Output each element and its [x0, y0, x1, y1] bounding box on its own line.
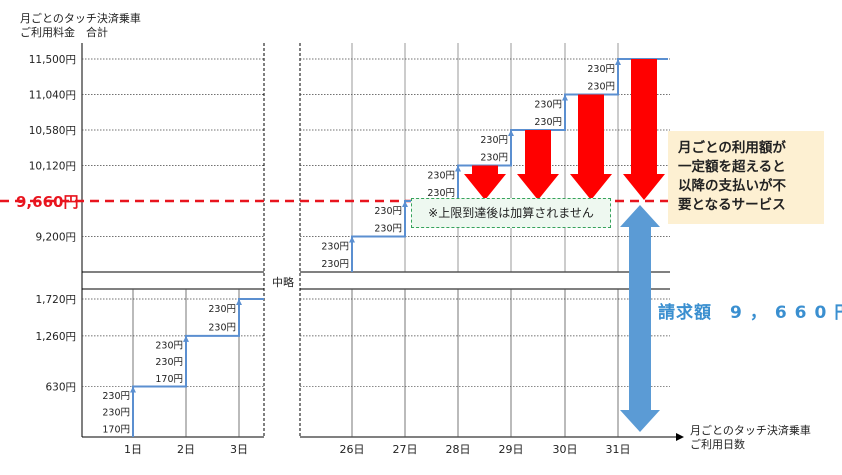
x-tick-label: 27日	[393, 443, 418, 456]
step-arrowhead	[183, 335, 189, 342]
service-note-line: 要となるサービス	[678, 197, 786, 213]
y-tick-label: 10,120円	[29, 161, 76, 173]
x-tick-label: 29日	[499, 443, 524, 456]
ride-fare-label: 230円	[208, 323, 236, 334]
omitted-label: 中略	[272, 276, 294, 289]
x-axis-arrowhead	[676, 433, 684, 441]
x-tick-label: 1日	[124, 443, 142, 456]
x-tick-label: 28日	[446, 443, 471, 456]
series-line-late	[351, 58, 668, 272]
billed-amount-blue-arrow	[620, 205, 660, 432]
y-tick-label: 9,200円	[35, 232, 76, 244]
billing-amount: 9，660円	[730, 303, 842, 323]
ride-fare-label: 230円	[374, 206, 402, 217]
ride-fare-label: 230円	[587, 64, 615, 75]
ride-fare-label: 230円	[208, 304, 236, 315]
ride-fare-label: 230円	[480, 135, 508, 146]
cap-note: ※上限到達後は加算されません	[411, 198, 611, 228]
ride-fare-label: 230円	[321, 259, 349, 270]
y-tick-label: 1,260円	[35, 331, 76, 343]
step-arrowhead	[455, 165, 461, 172]
ride-fare-label: 230円	[102, 408, 130, 419]
ride-fare-label: 230円	[427, 188, 455, 199]
not-charged-red-arrow	[464, 165, 506, 200]
x-tick-label: 30日	[553, 443, 578, 456]
ride-fare-label: 230円	[534, 99, 562, 110]
x-tick-label: 26日	[340, 443, 365, 456]
x-tick-label: 3日	[230, 443, 248, 456]
step-arrowhead	[402, 201, 408, 207]
x-tick-label: 31日	[606, 443, 631, 456]
step-arrowhead	[349, 236, 355, 243]
ride-fare-label: 230円	[155, 340, 183, 351]
billing-label: 請求額	[658, 303, 712, 323]
ride-fare-label: 230円	[321, 241, 349, 252]
x-tick-label: 2日	[177, 443, 195, 456]
not-charged-red-arrow	[517, 130, 559, 200]
service-note-line: 一定額を超えると	[678, 159, 786, 175]
not-charged-red-arrow	[623, 59, 665, 200]
ride-fare-label: 170円	[102, 425, 130, 436]
y-tick-label: 630円	[45, 381, 76, 393]
ride-fare-label: 170円	[155, 374, 183, 385]
x-axis-title-line2: ご利用日数	[690, 438, 745, 451]
step-arrowhead	[236, 299, 242, 305]
step-arrowhead	[615, 59, 621, 65]
step-arrowhead	[130, 386, 136, 393]
cap-value-label: 9,660円	[16, 193, 78, 211]
y-tick-label: 10,580円	[29, 125, 76, 137]
y-axis-title-line1: 月ごとのタッチ決済乗車	[20, 12, 141, 25]
ride-fare-label: 230円	[587, 82, 615, 93]
ride-fare-label: 230円	[374, 224, 402, 235]
step-arrowhead	[562, 94, 568, 101]
ride-fare-label: 230円	[102, 391, 130, 402]
ride-fare-label: 230円	[480, 153, 508, 164]
not-charged-red-arrow	[570, 94, 612, 200]
ride-fare-label: 230円	[427, 170, 455, 181]
step-arrowhead	[508, 130, 514, 136]
x-axis-title-line1: 月ごとのタッチ決済乗車	[690, 424, 811, 437]
y-axis-title-line2: ご利用料金 合計	[20, 26, 108, 39]
service-note-line: 以降の支払いが不	[678, 178, 786, 194]
y-tick-label: 1,720円	[35, 294, 76, 306]
service-note-box: 月ごとの利用額が 一定額を超えると 以降の支払いが不 要となるサービス	[668, 131, 824, 224]
y-tick-label: 11,040円	[29, 90, 76, 102]
ride-fare-label: 230円	[534, 117, 562, 128]
series-line-early	[132, 298, 264, 437]
ride-fare-label: 230円	[155, 357, 183, 368]
service-note-line: 月ごとの利用額が	[678, 140, 786, 156]
billing-amount-label: 請求額 9，660円	[658, 298, 842, 323]
y-tick-label: 11,500円	[29, 54, 76, 66]
